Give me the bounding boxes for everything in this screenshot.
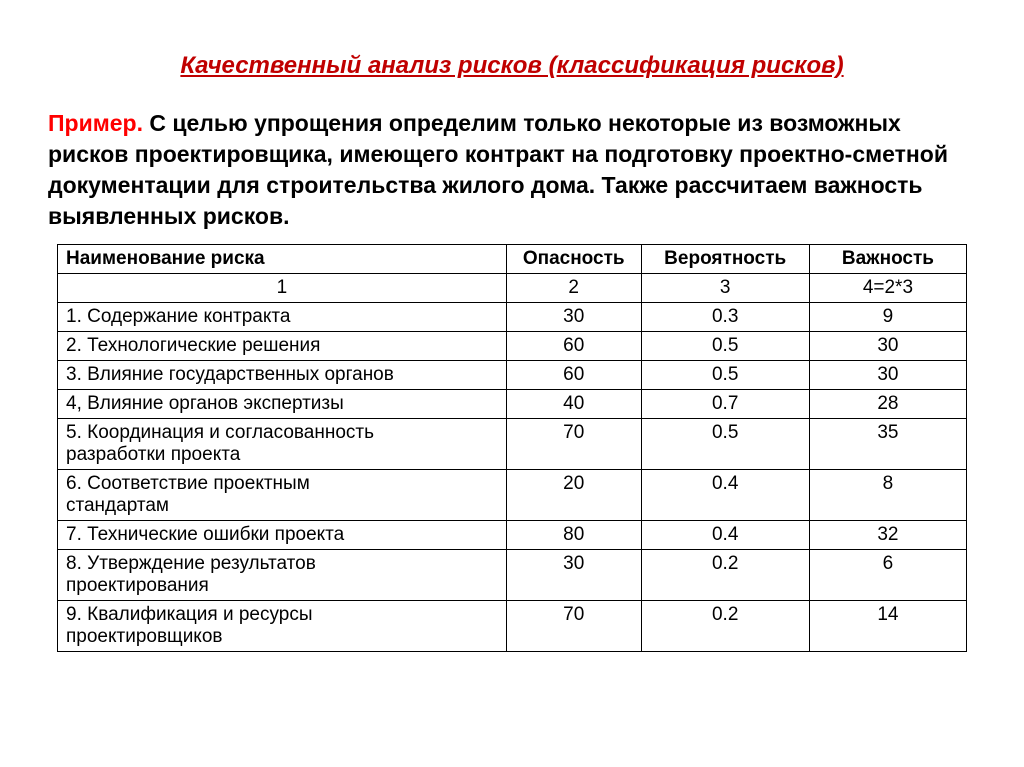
subheader-cell: 1 [58, 274, 507, 303]
cell-danger: 20 [506, 470, 641, 521]
cell-name: 6. Соответствие проектным стандартам [58, 470, 507, 521]
cell-prob: 0.3 [641, 303, 809, 332]
table-row: 6. Соответствие проектным стандартам 20 … [58, 470, 967, 521]
cell-prob: 0.7 [641, 390, 809, 419]
table-row: 8. Утверждение результатов проектировани… [58, 550, 967, 601]
col-header-danger: Опасность [506, 245, 641, 274]
cell-imp: 30 [809, 361, 966, 390]
cell-name: 1. Содержание контракта [58, 303, 507, 332]
intro-lead: Пример. [48, 110, 149, 136]
table-row: 7. Технические ошибки проекта 80 0.4 32 [58, 521, 967, 550]
cell-name: 4, Влияние органов экспертизы [58, 390, 507, 419]
slide: Качественный анализ рисков (классификаци… [0, 0, 1024, 692]
cell-prob: 0.4 [641, 470, 809, 521]
subheader-cell: 2 [506, 274, 641, 303]
cell-prob: 0.5 [641, 332, 809, 361]
table-row: 4, Влияние органов экспертизы 40 0.7 28 [58, 390, 967, 419]
cell-prob: 0.2 [641, 601, 809, 652]
cell-name: 3. Влияние государственных органов [58, 361, 507, 390]
cell-imp: 28 [809, 390, 966, 419]
table-subheader-row: 1 2 3 4=2*3 [58, 274, 967, 303]
cell-name: 8. Утверждение результатов проектировани… [58, 550, 507, 601]
table-header-row: Наименование риска Опасность Вероятность… [58, 245, 967, 274]
cell-prob: 0.5 [641, 361, 809, 390]
table-row: 3. Влияние государственных органов 60 0.… [58, 361, 967, 390]
col-header-name: Наименование риска [58, 245, 507, 274]
cell-imp: 9 [809, 303, 966, 332]
cell-danger: 40 [506, 390, 641, 419]
subheader-cell: 3 [641, 274, 809, 303]
col-header-importance: Важность [809, 245, 966, 274]
table-row: 1. Содержание контракта 30 0.3 9 [58, 303, 967, 332]
cell-danger: 70 [506, 419, 641, 470]
page-title: Качественный анализ рисков (классификаци… [48, 52, 976, 80]
col-header-probability: Вероятность [641, 245, 809, 274]
table-row: 5. Координация и согласованность разрабо… [58, 419, 967, 470]
table-row: 9. Квалификация и ресурсы проектировщико… [58, 601, 967, 652]
cell-name: 9. Квалификация и ресурсы проектировщико… [58, 601, 507, 652]
cell-danger: 30 [506, 303, 641, 332]
intro-paragraph: Пример. С целью упрощения определим толь… [48, 108, 976, 232]
cell-prob: 0.4 [641, 521, 809, 550]
cell-name: 7. Технические ошибки проекта [58, 521, 507, 550]
cell-danger: 30 [506, 550, 641, 601]
cell-imp: 6 [809, 550, 966, 601]
cell-prob: 0.5 [641, 419, 809, 470]
table-row: 2. Технологические решения 60 0.5 30 [58, 332, 967, 361]
intro-body: С целью упрощения определим только некот… [48, 110, 948, 229]
cell-danger: 60 [506, 332, 641, 361]
cell-name: 2. Технологические решения [58, 332, 507, 361]
cell-imp: 14 [809, 601, 966, 652]
cell-danger: 60 [506, 361, 641, 390]
cell-imp: 35 [809, 419, 966, 470]
subheader-cell: 4=2*3 [809, 274, 966, 303]
cell-danger: 80 [506, 521, 641, 550]
cell-imp: 8 [809, 470, 966, 521]
cell-imp: 30 [809, 332, 966, 361]
cell-danger: 70 [506, 601, 641, 652]
risk-table: Наименование риска Опасность Вероятность… [57, 244, 967, 652]
cell-imp: 32 [809, 521, 966, 550]
cell-prob: 0.2 [641, 550, 809, 601]
cell-name: 5. Координация и согласованность разрабо… [58, 419, 507, 470]
